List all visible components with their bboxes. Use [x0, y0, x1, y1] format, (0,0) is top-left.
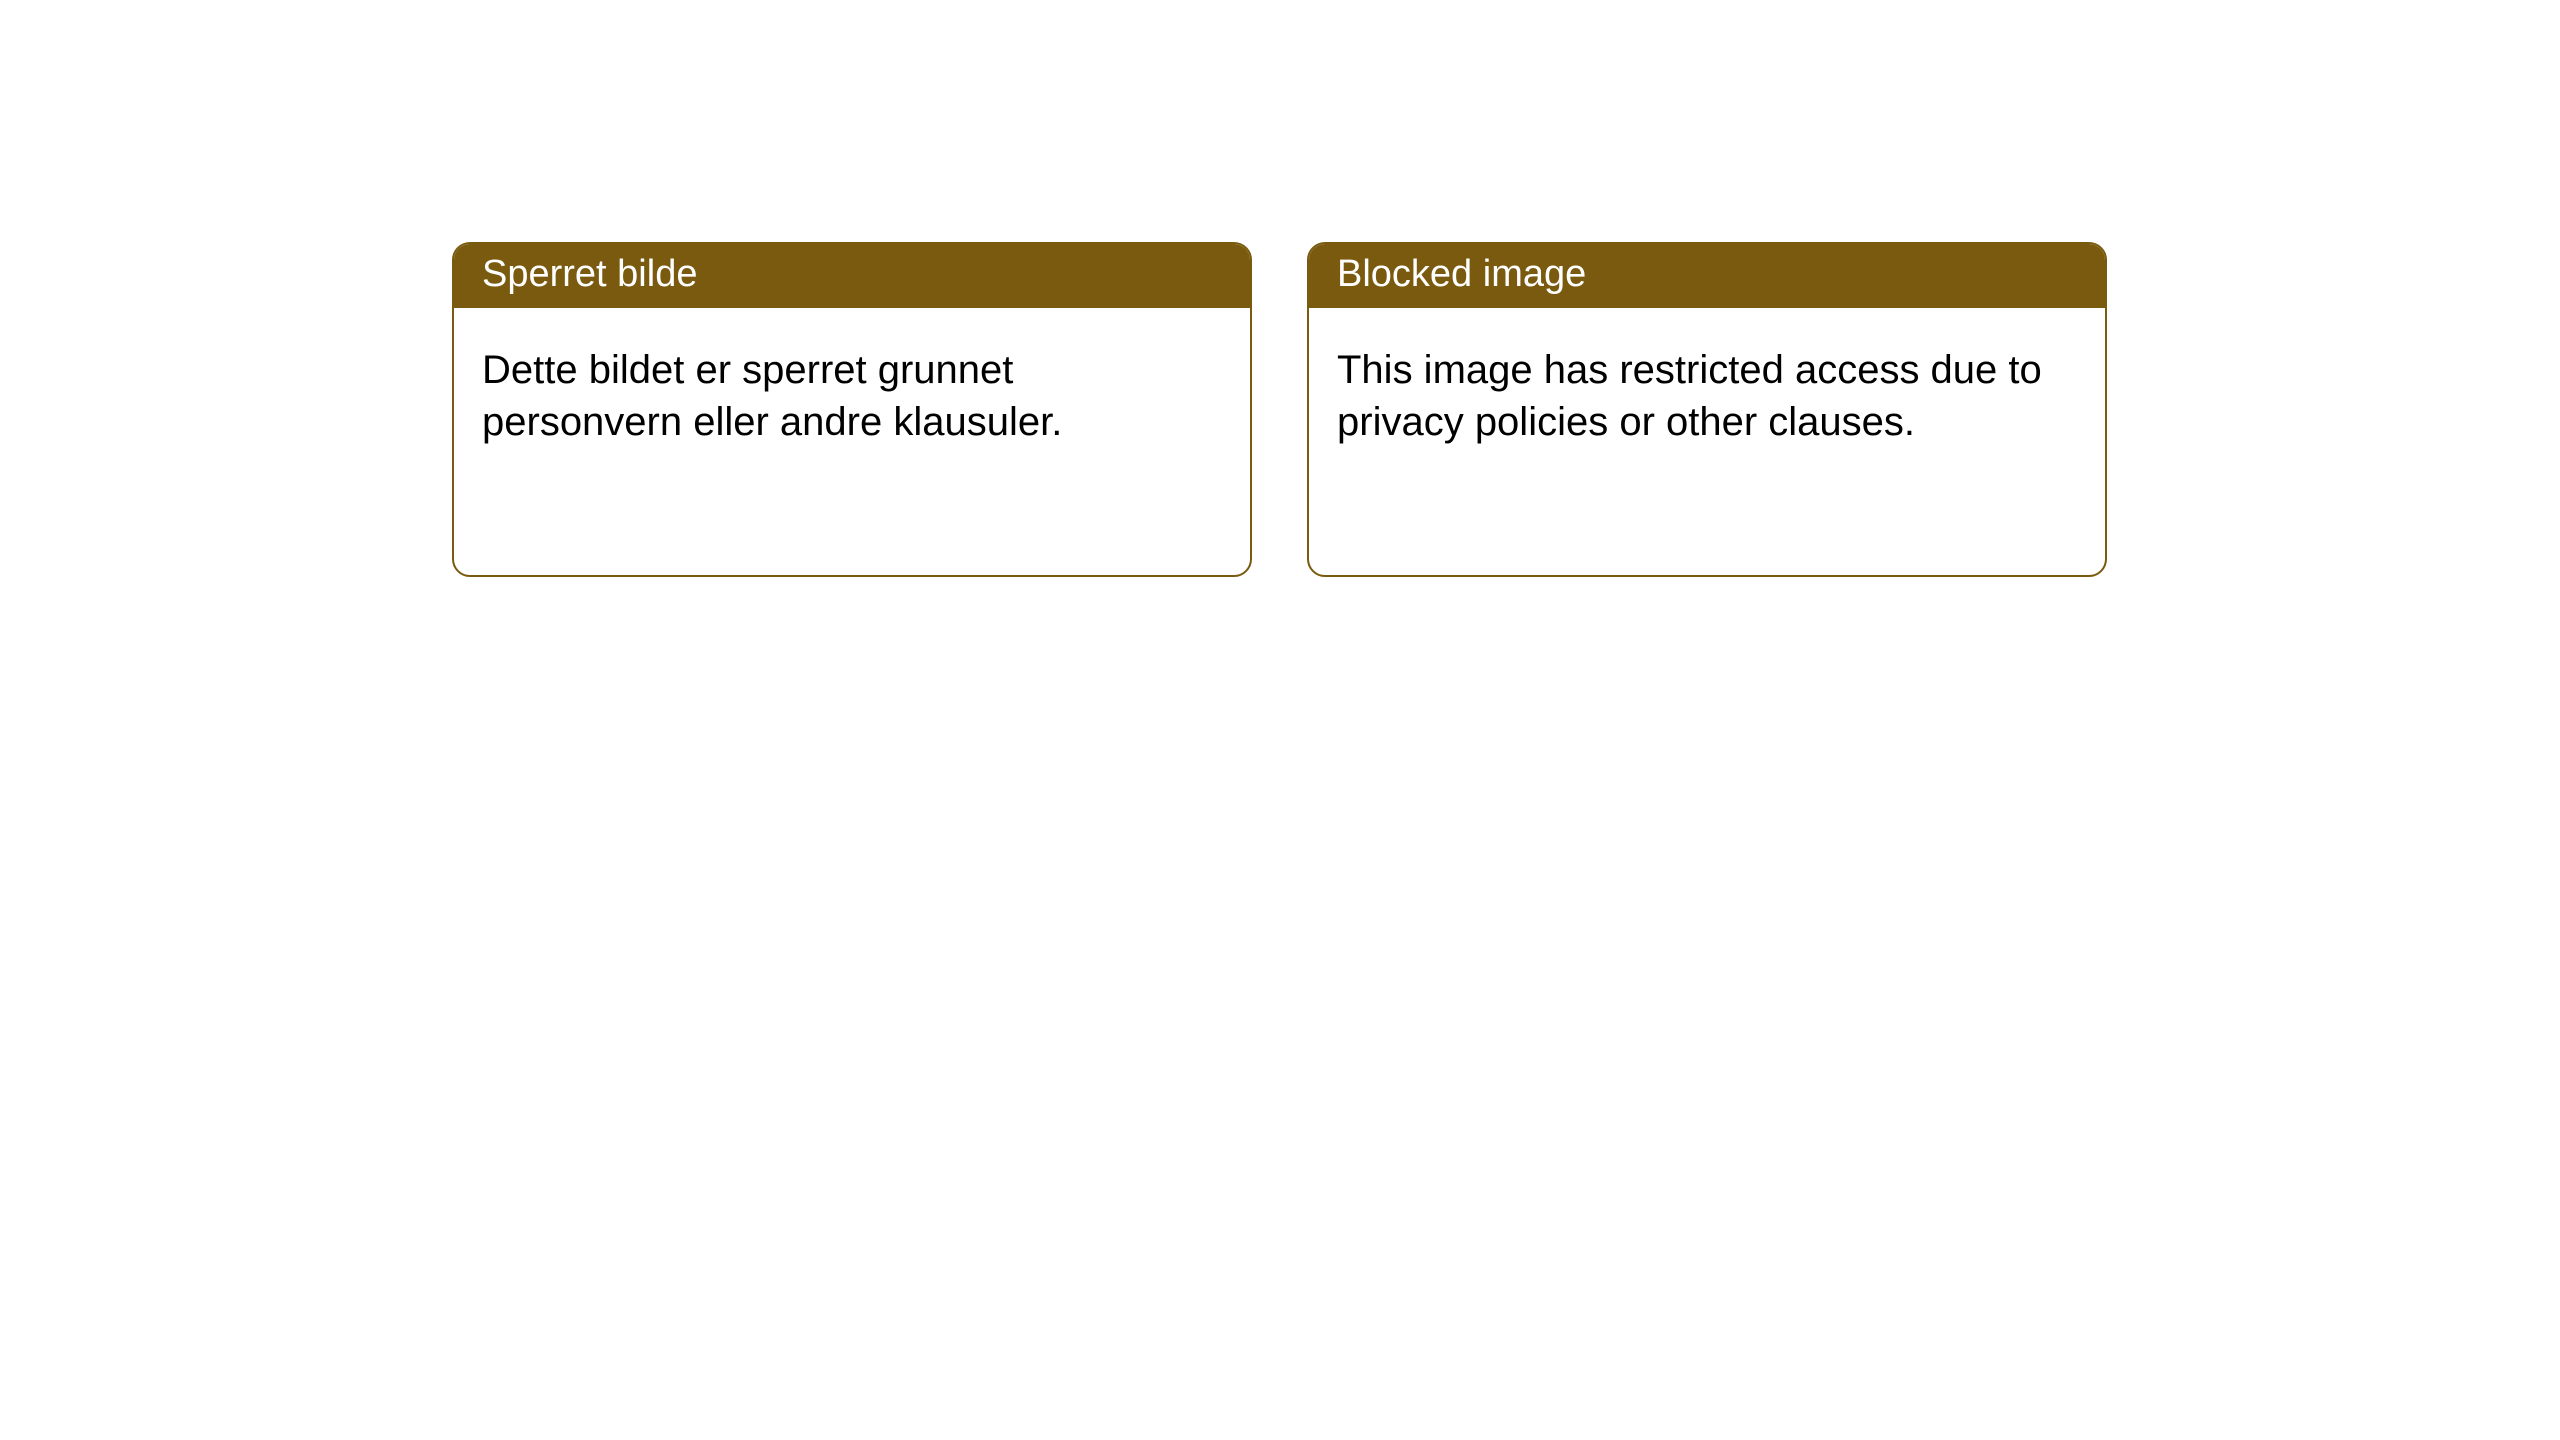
card-body-text: Dette bildet er sperret grunnet personve…: [482, 348, 1062, 444]
card-body: Dette bildet er sperret grunnet personve…: [454, 308, 1250, 476]
card-title: Sperret bilde: [482, 253, 697, 295]
card-title: Blocked image: [1337, 253, 1586, 295]
card-body-text: This image has restricted access due to …: [1337, 348, 2042, 444]
notice-cards-container: Sperret bilde Dette bildet er sperret gr…: [452, 242, 2560, 577]
blocked-image-card-norwegian: Sperret bilde Dette bildet er sperret gr…: [452, 242, 1252, 577]
blocked-image-card-english: Blocked image This image has restricted …: [1307, 242, 2107, 577]
card-header: Sperret bilde: [454, 244, 1250, 308]
card-header: Blocked image: [1309, 244, 2105, 308]
card-body: This image has restricted access due to …: [1309, 308, 2105, 476]
